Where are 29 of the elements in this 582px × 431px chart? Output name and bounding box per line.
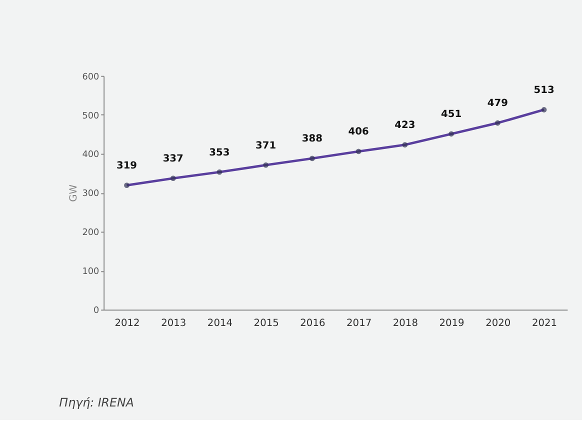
x-tick-label: 2012 [114, 318, 140, 329]
data-label: 371 [256, 140, 276, 152]
x-tick-label: 2021 [532, 318, 558, 329]
x-tick-label: 2017 [346, 318, 372, 329]
data-label: 406 [348, 126, 369, 138]
data-label: 513 [534, 84, 554, 96]
data-label: 319 [116, 160, 138, 172]
y-tick-label: 600 [82, 72, 100, 82]
x-tick-label: 2019 [439, 318, 464, 329]
data-label: 337 [162, 154, 184, 165]
x-tick-label: 2018 [392, 318, 418, 329]
y-tick-label: 300 [82, 189, 100, 200]
y-axis-title: GW [68, 184, 80, 202]
x-tick-label: 2020 [486, 318, 511, 329]
x-tick-label: 2013 [161, 318, 186, 329]
data-label: 451 [441, 109, 462, 120]
data-label: 423 [394, 120, 416, 132]
data-label: 353 [209, 147, 230, 158]
data-label: 388 [302, 134, 323, 145]
y-tick-label: 200 [82, 228, 100, 238]
text: Πηγή: IRENA [59, 395, 134, 410]
data-label: 479 [487, 98, 508, 110]
y-tick-label: 500 [82, 111, 100, 122]
x-tick-label: 2015 [254, 318, 279, 329]
y-tick-label: 0 [93, 306, 100, 316]
x-tick-label: 2016 [300, 318, 326, 329]
x-tick-label: 2014 [207, 318, 233, 329]
y-tick-label: 400 [82, 150, 100, 160]
y-tick-label: 100 [82, 267, 100, 278]
